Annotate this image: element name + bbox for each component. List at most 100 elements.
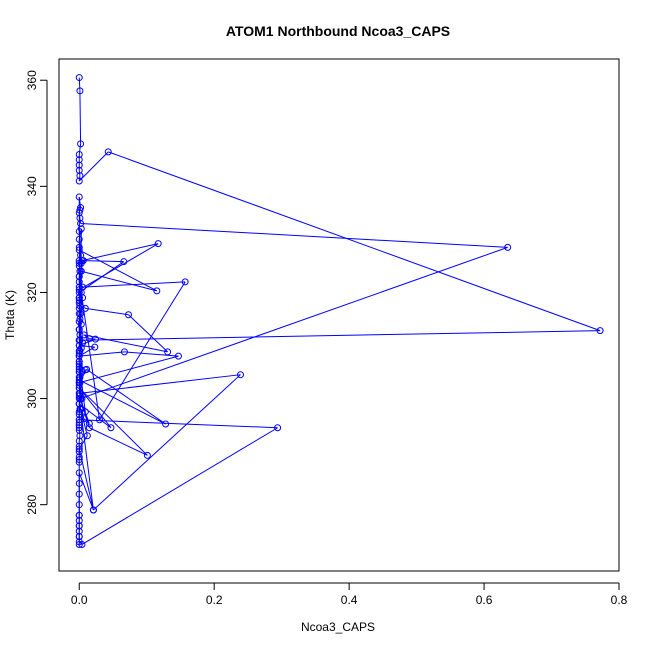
series-line-segment: [83, 260, 124, 263]
data-point: [75, 278, 83, 286]
x-tick-label: 0.0: [71, 593, 88, 607]
data-point: [236, 371, 244, 379]
series-line-segment: [80, 222, 508, 248]
data-point: [77, 259, 85, 267]
data-point: [75, 448, 83, 456]
data-point: [75, 424, 83, 432]
data-point: [75, 296, 83, 304]
series-line-segment: [83, 418, 90, 424]
data-point: [75, 511, 83, 519]
data-point: [75, 326, 83, 334]
series-line-segment: [78, 472, 94, 511]
data-point: [76, 206, 84, 214]
data-point: [154, 240, 162, 248]
data-point: [75, 363, 83, 371]
series-line-segment: [79, 374, 241, 394]
plot-frame: [58, 58, 620, 572]
data-point: [75, 381, 83, 389]
y-tick-label: 320: [25, 282, 39, 302]
y-axis-label: Theta (K): [3, 290, 17, 340]
series-line-segment: [78, 77, 81, 91]
data-point: [596, 327, 604, 335]
y-tick-label: 300: [25, 388, 39, 408]
series-layer: [75, 74, 604, 548]
series-line-segment: [78, 243, 159, 291]
y-tick-label: 360: [25, 70, 39, 90]
data-point: [504, 243, 512, 251]
data-point: [75, 283, 83, 291]
data-point: [75, 522, 83, 530]
data-point: [75, 373, 83, 381]
data-point: [78, 257, 86, 265]
x-tick-label: 0.6: [476, 593, 493, 607]
data-point: [75, 342, 83, 350]
data-point: [143, 451, 151, 459]
series-line-segment: [86, 368, 166, 425]
data-point: [75, 533, 83, 541]
data-point: [75, 517, 83, 525]
data-point: [77, 267, 85, 275]
series-line-segment: [78, 231, 82, 272]
y-tick-label: 340: [25, 176, 39, 196]
data-point: [75, 392, 83, 400]
series-line-segment: [79, 351, 125, 357]
data-point: [75, 235, 83, 243]
data-point: [75, 299, 83, 307]
data-point: [83, 432, 91, 440]
y-tick-label: 280: [25, 494, 39, 514]
data-point: [181, 278, 189, 286]
data-point: [78, 540, 86, 548]
data-point: [75, 501, 83, 509]
data-point: [75, 469, 83, 477]
data-point: [162, 420, 170, 428]
data-point: [80, 331, 88, 339]
data-point: [75, 336, 83, 344]
data-point: [274, 424, 282, 432]
data-point: [75, 418, 83, 426]
data-point: [75, 349, 83, 357]
data-point: [75, 416, 83, 424]
data-point: [75, 177, 83, 185]
data-point: [75, 384, 83, 392]
series-line-segment: [78, 435, 88, 450]
series-line-segment: [81, 270, 157, 292]
data-point: [104, 148, 112, 156]
chart-title: ATOM1 Northbound Ncoa3_CAPS: [226, 23, 450, 39]
data-point: [75, 209, 83, 217]
x-tick-label: 0.8: [611, 593, 628, 607]
data-point: [174, 352, 182, 360]
data-point: [75, 294, 83, 302]
x-tick-label: 0.4: [341, 593, 358, 607]
data-point: [75, 379, 83, 387]
data-point: [75, 456, 83, 464]
series-line-segment: [85, 307, 129, 316]
data-point: [77, 140, 85, 148]
x-axis-label: Ncoa3_CAPS: [301, 620, 375, 634]
data-point: [75, 426, 83, 434]
data-point: [76, 214, 84, 222]
data-point: [75, 458, 83, 466]
data-point: [75, 442, 83, 450]
data-point: [120, 348, 128, 356]
data-point: [107, 424, 115, 432]
data-point: [75, 421, 83, 429]
y-axis: 280 300 320 340 360: [25, 70, 48, 515]
data-point: [75, 395, 83, 403]
series-line-segment: [81, 427, 278, 545]
series-line-segment: [79, 379, 166, 425]
series-line-segment: [78, 403, 112, 429]
data-point: [75, 437, 83, 445]
data-point: [75, 352, 83, 360]
series-line-segment: [79, 330, 601, 341]
data-point: [76, 172, 84, 180]
series-line-segment: [124, 351, 179, 357]
data-point: [75, 193, 83, 201]
data-point: [164, 348, 172, 356]
data-point: [89, 506, 97, 514]
x-axis: 0.0 0.2 0.4 0.6 0.8: [71, 582, 628, 607]
series-line-segment: [79, 90, 82, 144]
data-point: [75, 74, 83, 82]
series-line-segment: [79, 355, 179, 384]
